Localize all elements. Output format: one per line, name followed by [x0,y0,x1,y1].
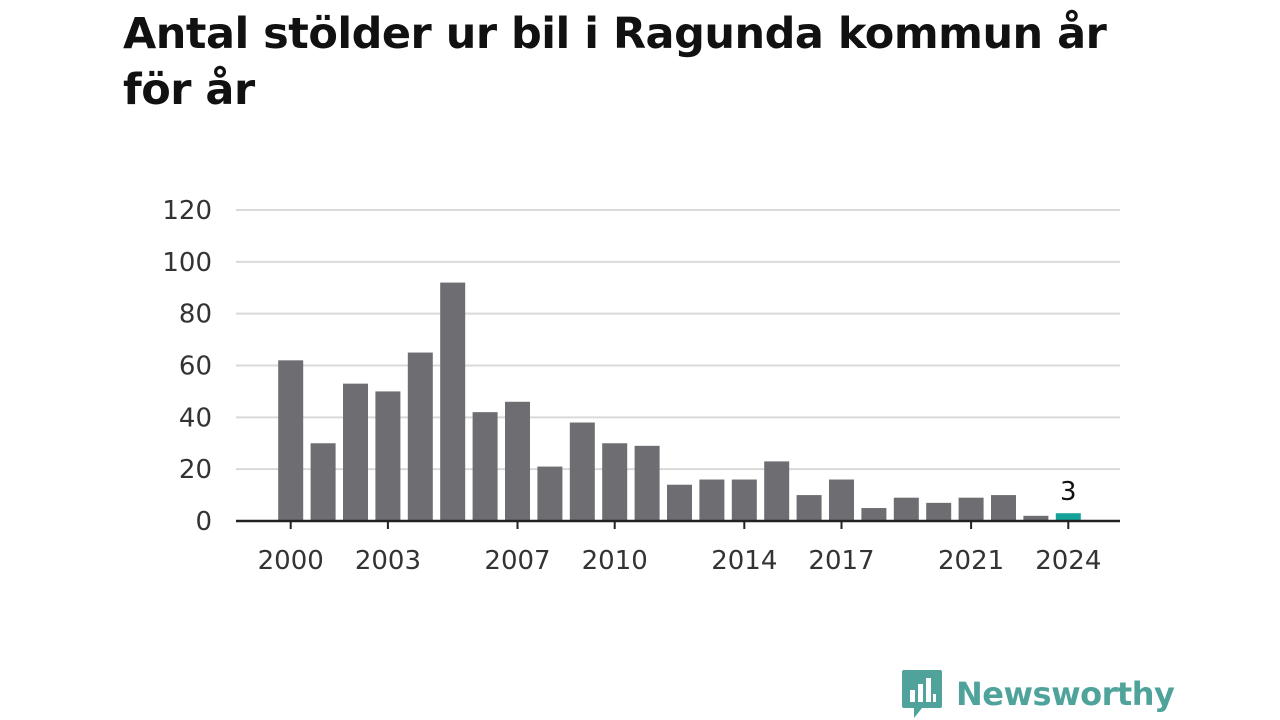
bar [991,495,1016,521]
y-axis-tick-labels: 0 20 40 60 80 100 120 [162,196,212,537]
bar [569,422,595,521]
bar [537,466,563,521]
x-tick-label: 2003 [355,546,421,576]
bar [829,479,854,521]
bar [1023,515,1049,521]
x-tick-label: 2021 [938,546,1004,576]
x-axis-tick-labels: 2000 2003 2007 2010 2014 2017 2021 2024 [258,546,1102,576]
bar [407,352,433,521]
bar [893,497,919,521]
y-tick-label: 120 [162,196,212,226]
newsworthy-logo: Newsworthy [902,670,1175,718]
bar [861,508,887,521]
bar [764,461,790,521]
gridlines [236,209,1120,471]
x-tick-label: 2000 [258,546,324,576]
bar [699,479,725,521]
highlight-value-label: 3 [1060,477,1077,507]
bar [440,282,466,521]
bar [375,391,401,521]
x-tick-label: 2024 [1035,546,1101,576]
y-tick-label: 20 [179,455,212,485]
bar [634,445,660,521]
data-labels: 3 [1060,477,1077,507]
bar [796,495,822,521]
y-tick-label: 60 [179,352,212,382]
y-tick-label: 0 [195,507,212,537]
brand-name: Newsworthy [956,675,1175,713]
bar-chart: 0 20 40 60 80 100 120 2000 2003 2007 2010 2014 2017… [162,196,1120,576]
bar [505,401,530,521]
bar-highlight [1055,513,1081,521]
y-tick-label: 40 [179,403,212,433]
bar [958,497,984,521]
bar [602,443,628,521]
y-tick-label: 100 [162,248,212,278]
bar [310,443,336,521]
x-tick-label: 2014 [711,546,777,576]
bar [472,412,498,521]
bar [278,360,304,521]
bar [731,479,757,521]
bars [278,282,1081,521]
x-tick-label: 2010 [582,546,648,576]
bar [667,484,692,521]
speech-bubble-bar-chart-icon [902,670,942,718]
x-axis [236,519,1120,529]
x-tick-label: 2007 [484,546,550,576]
y-tick-label: 80 [179,300,212,330]
chart-title: Antal stölder ur bil i Ragunda kommun år… [123,9,1107,115]
bar [343,383,368,521]
x-tick-label: 2017 [808,546,874,576]
bar [926,502,952,521]
